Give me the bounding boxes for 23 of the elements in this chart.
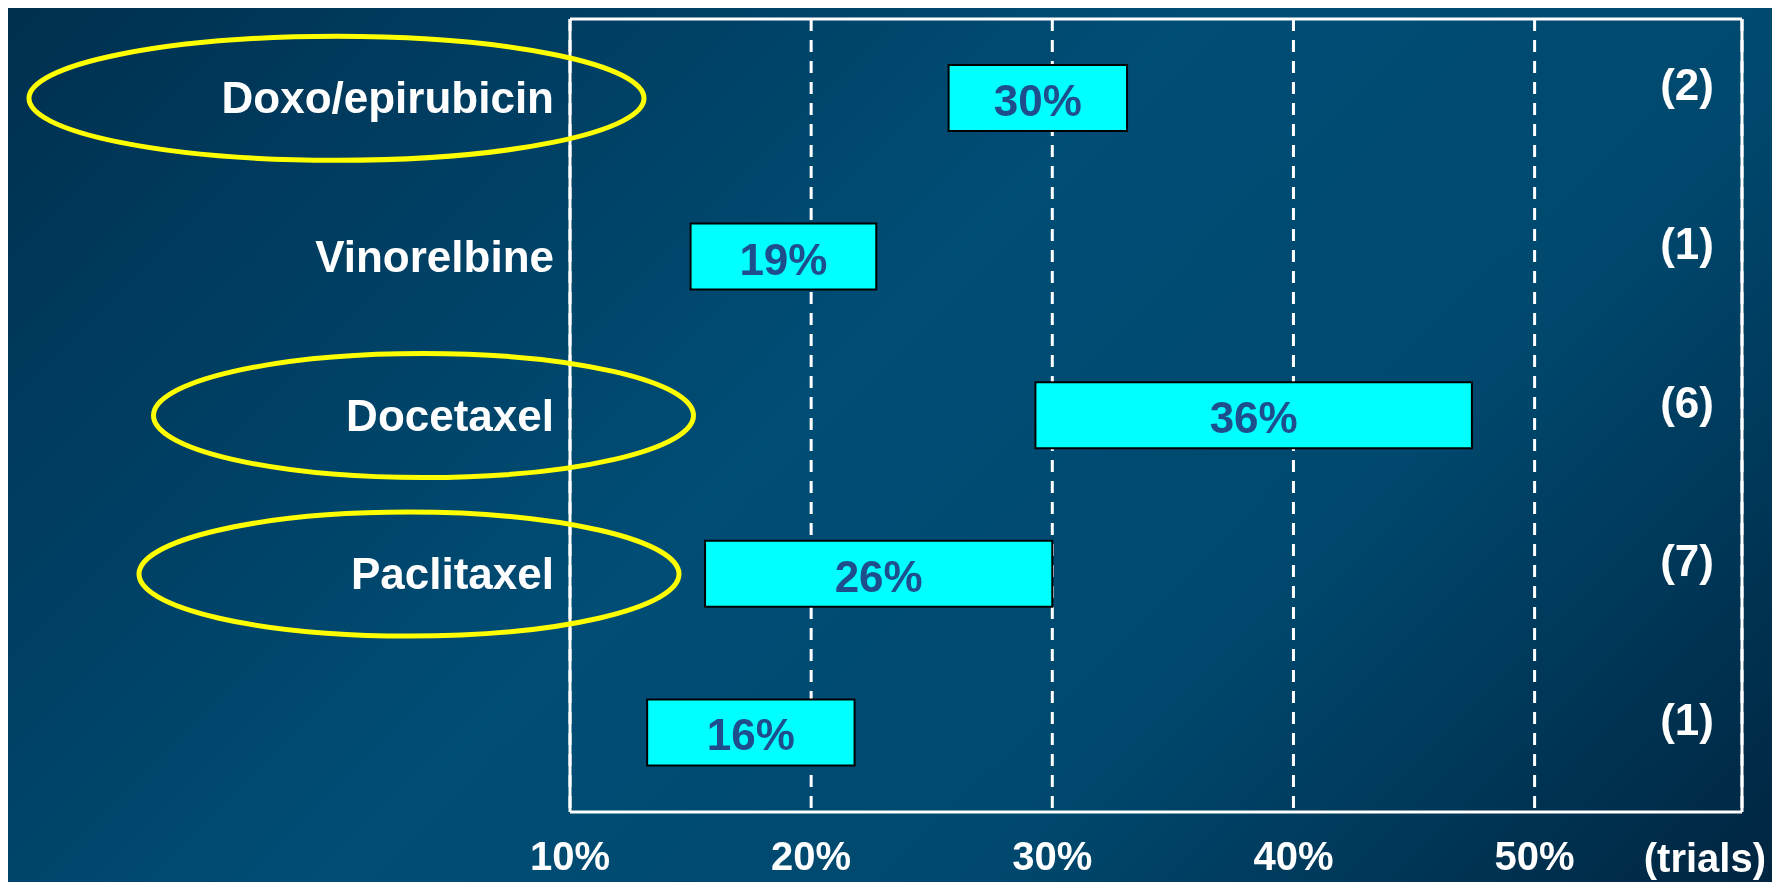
annotation: (2) (1660, 60, 1714, 110)
annotation: 30% (993, 76, 1082, 125)
x-tick-label: 40% (1253, 834, 1334, 879)
bar (646, 698, 856, 767)
x-tick-label: 10% (529, 834, 611, 879)
y-tick-label: Vinorelbine (315, 231, 554, 281)
x-tick-label: 50% (1494, 834, 1575, 879)
y-tick-label: Docetaxel (346, 390, 554, 440)
x-axis-title: (trials) (1643, 836, 1766, 880)
bar (704, 539, 1054, 608)
y-tick-label: Paclitaxel (350, 549, 554, 599)
annotation: 19% (739, 234, 828, 284)
annotation: 16% (706, 710, 795, 760)
annotation: 26% (834, 551, 923, 601)
bar (1034, 381, 1473, 450)
annotation: (6) (1660, 377, 1714, 427)
annotation: (1) (1660, 694, 1714, 744)
annotation: 36% (1209, 393, 1298, 443)
annotation: (1) (1660, 218, 1714, 268)
y-tick-label: Doxo/epirubicin (221, 73, 554, 123)
x-tick-label: 30% (1012, 834, 1093, 879)
x-tick-label: 20% (771, 834, 852, 879)
annotation: (7) (1660, 536, 1714, 586)
